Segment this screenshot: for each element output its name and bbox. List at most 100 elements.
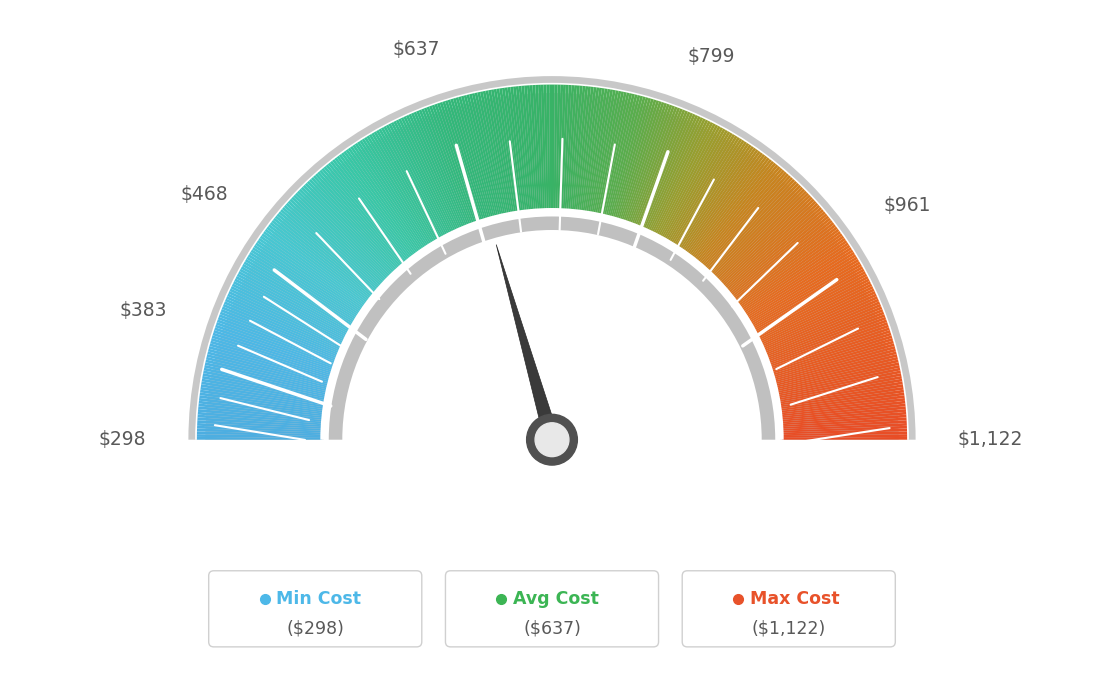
Wedge shape <box>203 373 326 398</box>
Wedge shape <box>775 351 896 384</box>
Wedge shape <box>488 90 512 213</box>
Wedge shape <box>764 304 881 353</box>
Wedge shape <box>777 365 900 393</box>
Wedge shape <box>219 314 337 360</box>
Wedge shape <box>284 205 380 289</box>
Wedge shape <box>197 434 322 438</box>
Wedge shape <box>199 404 323 418</box>
Wedge shape <box>619 100 659 220</box>
Wedge shape <box>575 86 591 211</box>
Wedge shape <box>782 426 907 433</box>
Wedge shape <box>287 201 382 286</box>
Wedge shape <box>220 312 338 358</box>
Wedge shape <box>560 85 566 210</box>
Wedge shape <box>647 116 701 231</box>
Wedge shape <box>611 97 646 218</box>
Wedge shape <box>694 161 774 260</box>
Wedge shape <box>247 254 355 321</box>
Wedge shape <box>718 193 809 281</box>
Wedge shape <box>244 262 353 326</box>
Wedge shape <box>329 217 775 440</box>
Wedge shape <box>769 325 889 367</box>
Wedge shape <box>730 213 827 295</box>
Wedge shape <box>532 85 541 210</box>
Wedge shape <box>197 426 322 433</box>
Wedge shape <box>297 190 389 279</box>
Wedge shape <box>231 286 344 342</box>
Wedge shape <box>352 144 424 250</box>
Wedge shape <box>508 87 526 212</box>
Wedge shape <box>393 121 450 234</box>
Wedge shape <box>411 112 463 228</box>
Wedge shape <box>527 86 538 210</box>
Wedge shape <box>696 163 776 262</box>
Wedge shape <box>311 177 397 270</box>
Wedge shape <box>638 110 688 227</box>
Wedge shape <box>224 302 340 352</box>
Wedge shape <box>262 233 364 308</box>
Wedge shape <box>399 119 454 233</box>
Wedge shape <box>395 119 453 233</box>
Wedge shape <box>238 271 350 332</box>
Wedge shape <box>777 371 901 397</box>
Wedge shape <box>690 156 767 257</box>
Wedge shape <box>701 170 785 266</box>
Wedge shape <box>389 124 447 235</box>
Wedge shape <box>255 242 361 313</box>
Wedge shape <box>215 325 335 367</box>
Wedge shape <box>782 431 907 436</box>
Wedge shape <box>418 110 467 226</box>
Wedge shape <box>521 86 534 210</box>
Wedge shape <box>257 240 362 312</box>
Wedge shape <box>751 262 860 326</box>
Wedge shape <box>561 85 569 210</box>
Wedge shape <box>782 412 906 424</box>
Wedge shape <box>429 106 474 224</box>
Wedge shape <box>189 76 915 440</box>
Wedge shape <box>502 88 521 212</box>
Wedge shape <box>650 119 705 233</box>
Wedge shape <box>764 302 880 352</box>
Wedge shape <box>198 412 322 424</box>
Wedge shape <box>198 415 322 425</box>
Wedge shape <box>669 134 735 243</box>
Wedge shape <box>781 406 905 420</box>
Wedge shape <box>623 102 665 221</box>
Text: $799: $799 <box>687 48 734 66</box>
Wedge shape <box>673 139 742 246</box>
Wedge shape <box>578 87 596 212</box>
Wedge shape <box>513 86 529 211</box>
Wedge shape <box>761 288 874 344</box>
Wedge shape <box>477 92 506 215</box>
Wedge shape <box>210 344 330 379</box>
Wedge shape <box>299 188 390 278</box>
Wedge shape <box>516 86 530 211</box>
Wedge shape <box>450 99 488 219</box>
Wedge shape <box>779 393 904 411</box>
Wedge shape <box>295 193 386 281</box>
Wedge shape <box>689 154 765 256</box>
Wedge shape <box>586 88 607 213</box>
Wedge shape <box>720 197 813 284</box>
Wedge shape <box>230 288 343 344</box>
Wedge shape <box>779 384 903 406</box>
Wedge shape <box>275 215 373 296</box>
Wedge shape <box>346 149 420 253</box>
Wedge shape <box>204 365 327 393</box>
Wedge shape <box>563 85 572 210</box>
Wedge shape <box>432 105 476 224</box>
Wedge shape <box>293 195 385 282</box>
Text: ($637): ($637) <box>523 620 581 638</box>
Wedge shape <box>732 217 831 297</box>
Wedge shape <box>381 127 443 238</box>
Wedge shape <box>289 199 383 285</box>
Wedge shape <box>766 309 883 357</box>
Wedge shape <box>584 88 605 213</box>
Wedge shape <box>458 97 493 218</box>
Wedge shape <box>763 296 878 348</box>
Wedge shape <box>700 168 783 265</box>
Wedge shape <box>782 417 906 427</box>
Wedge shape <box>630 106 675 224</box>
Wedge shape <box>740 233 842 308</box>
Wedge shape <box>735 224 836 302</box>
